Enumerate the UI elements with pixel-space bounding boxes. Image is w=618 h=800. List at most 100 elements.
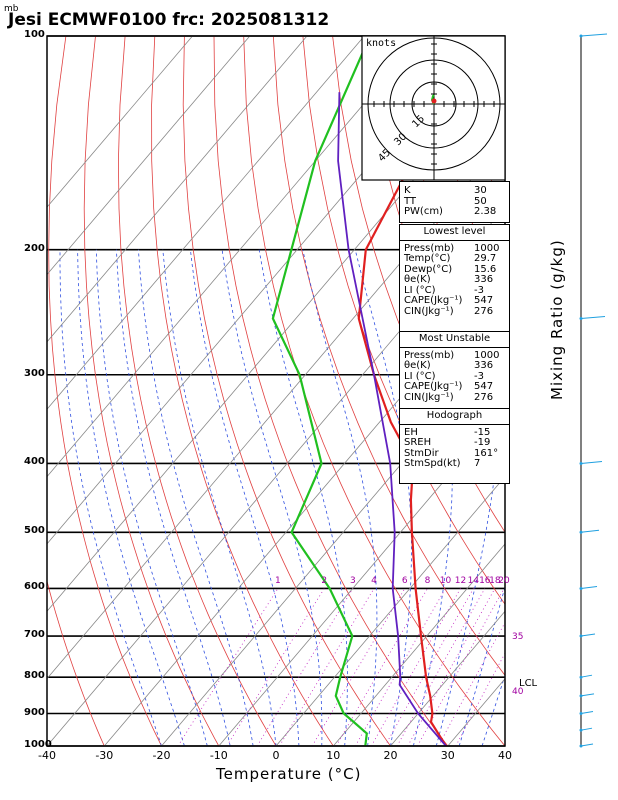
mixing-ratio-label: 1 [275, 576, 281, 587]
index-value: 1000 [474, 349, 500, 361]
index-value: 50 [474, 195, 487, 207]
pressure-tick-label: 500 [24, 525, 45, 537]
temperature-tick-label: 20 [383, 749, 398, 762]
pressure-tick-label: 300 [24, 367, 45, 379]
index-key: CAPE(Jkg⁻¹) [404, 295, 463, 306]
index-value: -19 [474, 437, 491, 448]
dry-adiabat-line [332, 36, 505, 533]
dry-adiabats [47, 36, 618, 746]
pressure-tick-label: 600 [24, 581, 45, 593]
index-value: 7 [474, 458, 481, 469]
dry-adiabat-line [47, 579, 105, 746]
moist-adiabat-line [354, 249, 412, 746]
index-row: SREH -19 [400, 437, 509, 449]
profile-series-0 [357, 36, 497, 746]
isotherm-line [47, 36, 193, 208]
index-row: TT 50 [400, 195, 509, 208]
index-row: CIN(Jkg⁻¹) 276 [400, 305, 509, 318]
index-row: CAPE(Jkg⁻¹) 547 [400, 295, 509, 307]
profile-series-1 [271, 36, 372, 746]
index-value: -3 [474, 370, 484, 382]
index-key: LI (°C) [404, 284, 436, 296]
storm-motion-marker [431, 98, 437, 104]
mixing-ratio-line [407, 588, 496, 746]
index-panel-lowest: Lowest level Press(mb) 1000 Temp(°C) 29.7 De… [399, 224, 510, 332]
moist-adiabat-line [435, 249, 503, 746]
wind-barb [580, 743, 594, 747]
moist-adiabat-line [95, 249, 208, 746]
isotherm-line [47, 36, 308, 343]
mixing-ratio-label: 4 [371, 576, 377, 587]
mixing-ratio-label: 16 [479, 576, 491, 587]
temperature-tick-label: -40 [38, 749, 56, 762]
index-value: 336 [474, 274, 494, 285]
mixing-ratio-label: 10 [439, 576, 452, 587]
index-key: CAPE(Jkg⁻¹) [404, 381, 463, 392]
index-row: CIN(Jkg⁻¹) 276 [400, 391, 509, 404]
wind-barb [580, 711, 594, 715]
index-value: 1000 [474, 242, 500, 254]
side-label-35: 35 [512, 632, 524, 642]
pressure-tick-label: 200 [24, 242, 45, 254]
index-value: 2.38 [474, 206, 497, 217]
isotherm-line [47, 206, 505, 746]
lcl-label: LCL [519, 678, 538, 689]
index-key: LI (°C) [404, 370, 436, 382]
index-row: LI (°C) -3 [400, 370, 509, 383]
mixing-ratio-line [354, 588, 446, 746]
dry-adiabat-line [182, 36, 391, 746]
mixing-ratio-line [384, 588, 474, 746]
index-row: Dewp(°C) 15.6 [400, 263, 509, 276]
index-value: 547 [474, 381, 494, 392]
index-row: θe(K) 336 [400, 360, 509, 372]
temperature-tick-label: 40 [498, 749, 512, 762]
moist-adiabat-line [162, 249, 277, 746]
lowest-level-title: Lowest level [400, 225, 509, 241]
mixing-ratio-label: 3 [350, 576, 356, 587]
index-panel-hodograph: Hodograph EH -15 SREH -19 StmDir 161° StmSpd(k… [399, 408, 510, 484]
pressure-tick-label: 100 [24, 29, 45, 40]
index-value: -15 [474, 426, 491, 438]
mixing-ratio-line [438, 621, 505, 746]
moist-adiabat-line [221, 249, 323, 746]
index-key: StmSpd(kt) [404, 458, 461, 469]
temperature-tick-label: 10 [326, 749, 341, 762]
mixing-ratio-label: 18 [489, 576, 501, 587]
moist-adiabat-line [116, 249, 231, 746]
wind-profile [579, 33, 608, 748]
mixing-ratio-label: 20 [498, 576, 510, 587]
isotherm-line [47, 36, 422, 478]
index-value: 547 [474, 295, 494, 306]
index-value: 276 [474, 391, 494, 403]
isotherm-line [332, 543, 505, 746]
temperature-tick-label: -20 [152, 749, 171, 762]
wind-barb [580, 585, 598, 589]
mixing-ratio-label: 14 [467, 576, 480, 587]
isotherm-line [47, 36, 365, 410]
wind-barb [580, 633, 596, 637]
mixing-ratio-line [455, 652, 505, 746]
temperature-tick-label: -10 [209, 749, 228, 762]
pressure-unit-label: mb [4, 4, 19, 14]
dry-adiabat-line [570, 36, 618, 746]
mixing-ratio-lines [177, 588, 505, 746]
index-value: 161° [474, 447, 499, 459]
temperature-tick-label: 0 [272, 749, 280, 762]
index-row: Press(mb) 1000 [400, 349, 509, 362]
index-key: CIN(Jkg⁻¹) [404, 305, 454, 317]
index-key: PW(cm) [404, 206, 443, 217]
side-label-40: 40 [512, 687, 524, 697]
index-value: 15.6 [474, 263, 497, 275]
index-value: -3 [474, 284, 484, 296]
index-key: K [404, 185, 411, 196]
pressure-tick-label: 700 [24, 629, 45, 641]
index-row: LI (°C) -3 [400, 284, 509, 297]
mixing-ratio-label: 6 [401, 576, 408, 587]
hodograph-units: knots [366, 38, 397, 49]
index-row: K 30 [400, 185, 509, 197]
isotherm-line [390, 610, 505, 746]
index-key: Press(mb) [404, 349, 455, 361]
mixing-ratio-line [417, 588, 505, 746]
